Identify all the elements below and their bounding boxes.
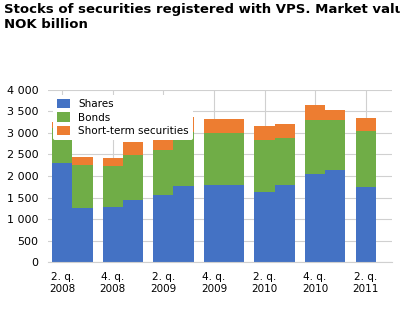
- Bar: [72, 156, 92, 165]
- Text: Stocks of securities registered with VPS. Market values in
NOK billion: Stocks of securities registered with VPS…: [4, 3, 400, 31]
- Bar: [103, 207, 123, 262]
- Bar: [254, 192, 275, 262]
- Bar: [123, 155, 143, 200]
- Legend: Shares, Bonds, Short-term securities: Shares, Bonds, Short-term securities: [53, 95, 193, 140]
- Bar: [356, 118, 376, 131]
- Bar: [224, 185, 244, 262]
- Bar: [356, 187, 376, 262]
- Bar: [123, 142, 143, 155]
- Bar: [52, 128, 72, 163]
- Bar: [325, 120, 346, 170]
- Bar: [174, 117, 194, 132]
- Bar: [153, 139, 174, 150]
- Bar: [174, 132, 194, 186]
- Bar: [52, 122, 72, 128]
- Bar: [72, 165, 92, 208]
- Bar: [204, 118, 224, 133]
- Bar: [153, 150, 174, 195]
- Bar: [275, 185, 295, 262]
- Bar: [254, 126, 275, 140]
- Bar: [123, 200, 143, 262]
- Bar: [305, 120, 325, 174]
- Bar: [275, 138, 295, 185]
- Bar: [325, 110, 346, 120]
- Bar: [356, 131, 376, 187]
- Bar: [204, 133, 224, 185]
- Bar: [275, 124, 295, 138]
- Bar: [52, 163, 72, 262]
- Bar: [103, 166, 123, 207]
- Bar: [305, 174, 325, 262]
- Bar: [103, 158, 123, 166]
- Bar: [224, 133, 244, 185]
- Bar: [174, 186, 194, 262]
- Bar: [72, 208, 92, 262]
- Bar: [254, 140, 275, 192]
- Bar: [325, 170, 346, 262]
- Bar: [224, 118, 244, 133]
- Bar: [204, 185, 224, 262]
- Bar: [305, 105, 325, 120]
- Bar: [153, 195, 174, 262]
